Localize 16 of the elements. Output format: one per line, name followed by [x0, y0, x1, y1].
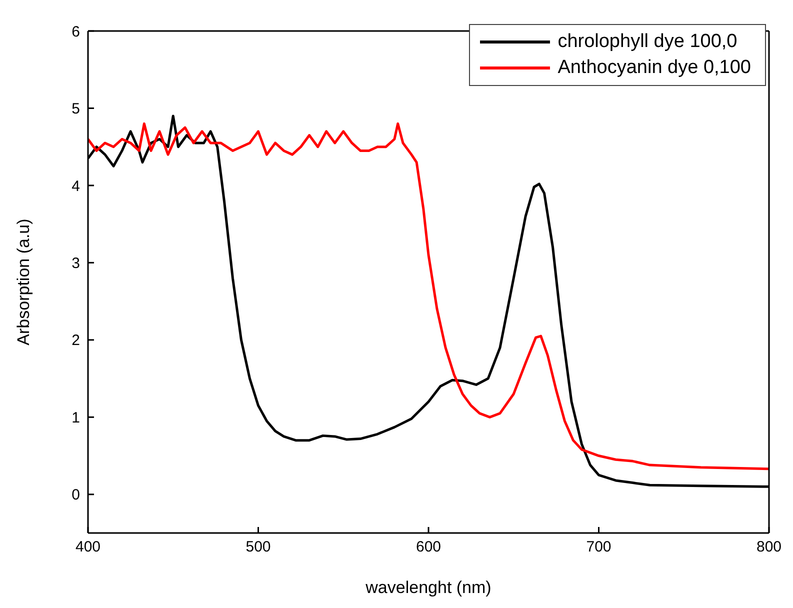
y-tick-label: 0 — [72, 486, 80, 504]
y-tick-label: 1 — [72, 409, 80, 426]
x-tick-label: 600 — [416, 538, 442, 556]
y-tick-label: 6 — [72, 23, 80, 40]
y-axis-title: Arbsorption (a.u) — [14, 218, 34, 346]
y-tick-label: 4 — [72, 178, 80, 195]
legend-label: chrolophyll dye 100,0 — [558, 31, 738, 53]
x-tick-label: 800 — [756, 538, 782, 556]
x-tick-label: 500 — [246, 538, 271, 556]
x-axis-title: wavelenght (nm) — [364, 578, 492, 597]
y-tick-label: 2 — [72, 332, 80, 350]
legend-label: Anthocyanin dye 0,100 — [558, 57, 751, 79]
y-tick-label: 3 — [72, 255, 80, 272]
x-tick-label: 700 — [586, 538, 612, 556]
x-tick-label: 400 — [75, 538, 101, 556]
y-tick-label: 5 — [72, 100, 80, 118]
